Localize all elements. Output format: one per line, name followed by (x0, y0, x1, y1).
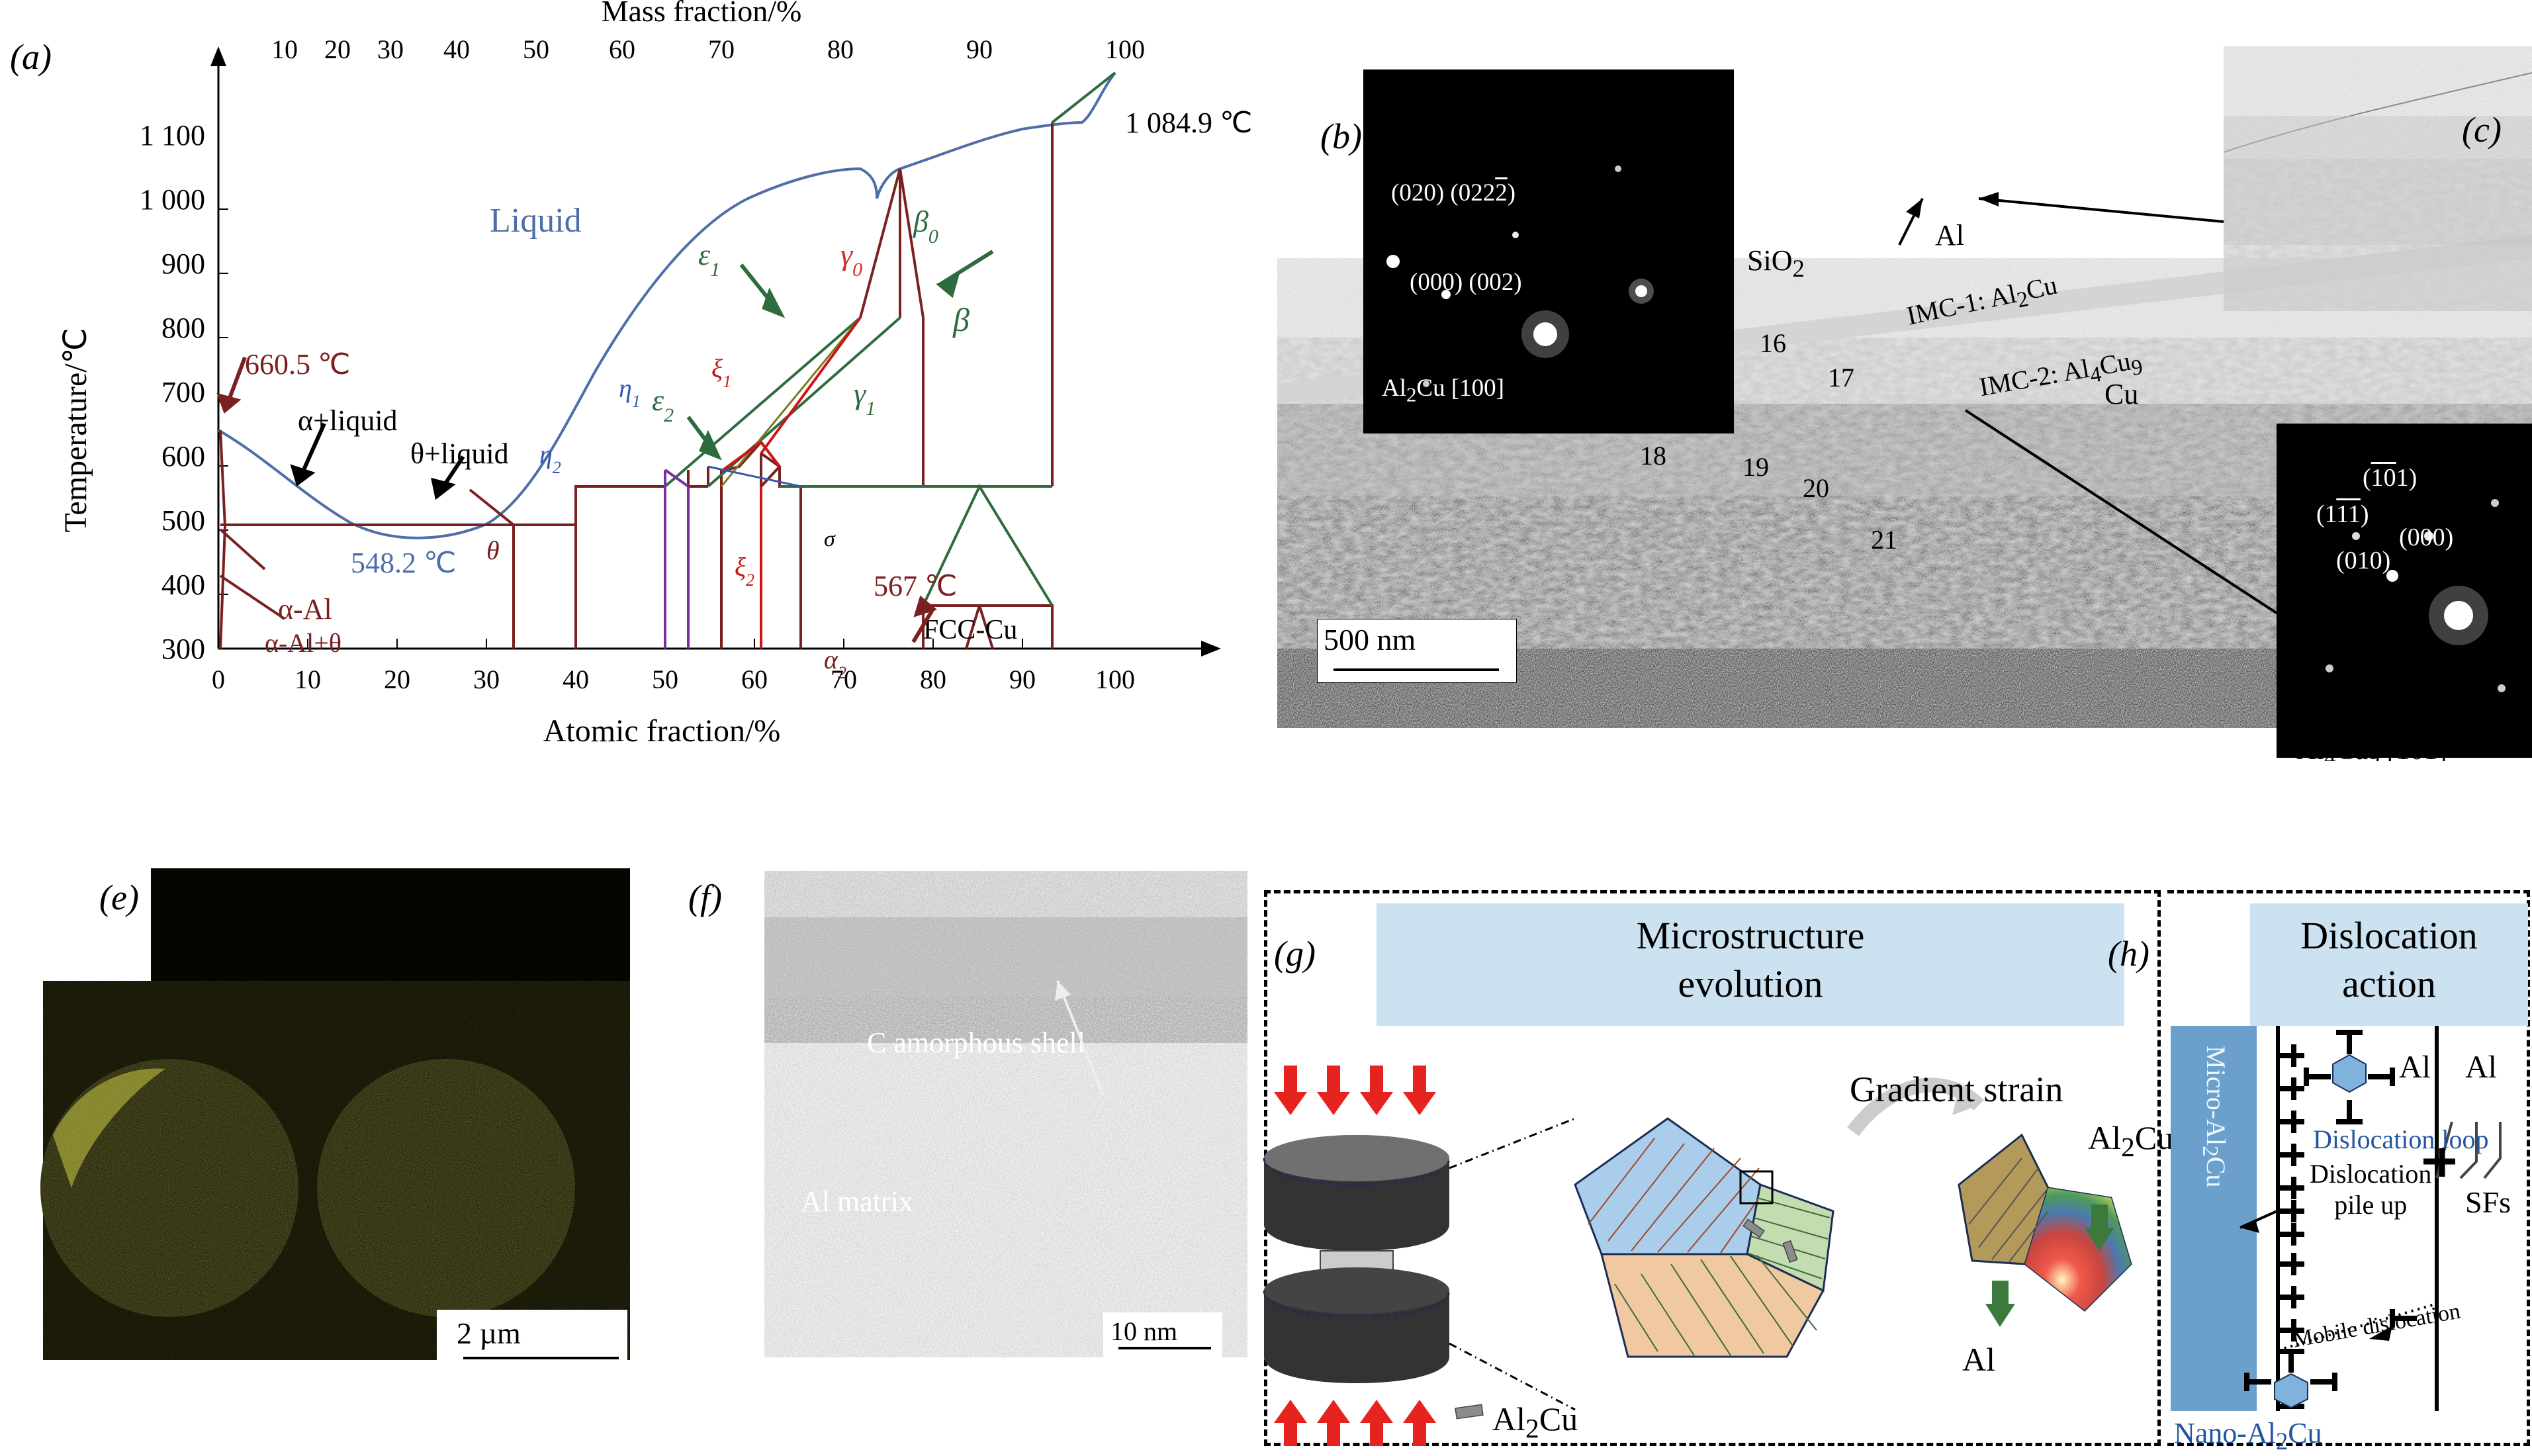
svg-text:10: 10 (271, 34, 298, 64)
svg-text:70: 70 (708, 34, 735, 64)
svg-text:FCC-Cu: FCC-Cu (923, 615, 1017, 645)
svg-text:θ: θ (486, 535, 500, 565)
svg-text:1 000: 1 000 (140, 183, 205, 216)
svg-text:30: 30 (377, 34, 404, 64)
svg-text:100: 100 (1095, 664, 1135, 694)
svg-text:η1: η1 (619, 373, 641, 411)
svg-text:β0: β0 (913, 205, 938, 248)
svg-text:20: 20 (384, 664, 410, 694)
svg-text:50: 50 (523, 34, 549, 64)
svg-text:80: 80 (827, 34, 854, 64)
svg-text:20: 20 (324, 34, 351, 64)
svg-text:100: 100 (1105, 34, 1145, 64)
svg-text:900: 900 (161, 248, 205, 280)
svg-text:400: 400 (161, 569, 205, 601)
svg-text:30: 30 (473, 664, 500, 694)
svg-text:ξ2: ξ2 (735, 552, 754, 590)
svg-text:80: 80 (920, 664, 946, 694)
svg-text:ε1: ε1 (698, 238, 720, 281)
svg-text:10: 10 (294, 664, 321, 694)
svg-text:Atomic fraction/%: Atomic fraction/% (543, 713, 781, 749)
svg-text:800: 800 (161, 312, 205, 344)
svg-text:α-Al+θ: α-Al+θ (265, 628, 341, 658)
svg-text:0: 0 (212, 664, 225, 694)
svg-text:60: 60 (741, 664, 768, 694)
svg-text:1 084.9 ℃: 1 084.9 ℃ (1125, 107, 1252, 139)
svg-text:300: 300 (161, 633, 205, 665)
svg-text:σ: σ (824, 527, 836, 551)
svg-text:η2: η2 (539, 439, 561, 477)
svg-text:γ0: γ0 (840, 238, 862, 281)
svg-text:1 100: 1 100 (140, 119, 205, 152)
svg-text:60: 60 (609, 34, 635, 64)
svg-text:700: 700 (161, 376, 205, 408)
svg-text:ξ1: ξ1 (711, 353, 731, 391)
svg-text:Temperature/℃: Temperature/℃ (58, 328, 93, 532)
svg-text:40: 40 (563, 664, 589, 694)
svg-text:567 ℃: 567 ℃ (874, 570, 957, 602)
svg-text:40: 40 (443, 34, 470, 64)
svg-text:600: 600 (161, 440, 205, 473)
svg-text:500: 500 (161, 504, 205, 537)
svg-text:90: 90 (966, 34, 993, 64)
svg-text:β: β (952, 301, 970, 338)
svg-text:α+liquid: α+liquid (298, 404, 398, 437)
svg-text:660.5 ℃: 660.5 ℃ (245, 348, 350, 381)
svg-text:α-Al: α-Al (278, 593, 332, 625)
svg-text:Mass fraction/%: Mass fraction/% (602, 0, 802, 28)
svg-text:50: 50 (652, 664, 678, 694)
svg-text:548.2 ℃: 548.2 ℃ (351, 547, 456, 579)
svg-text:90: 90 (1009, 664, 1036, 694)
svg-text:γ1: γ1 (854, 377, 876, 420)
svg-text:ε2: ε2 (652, 383, 674, 426)
svg-text:Liquid: Liquid (490, 202, 582, 240)
